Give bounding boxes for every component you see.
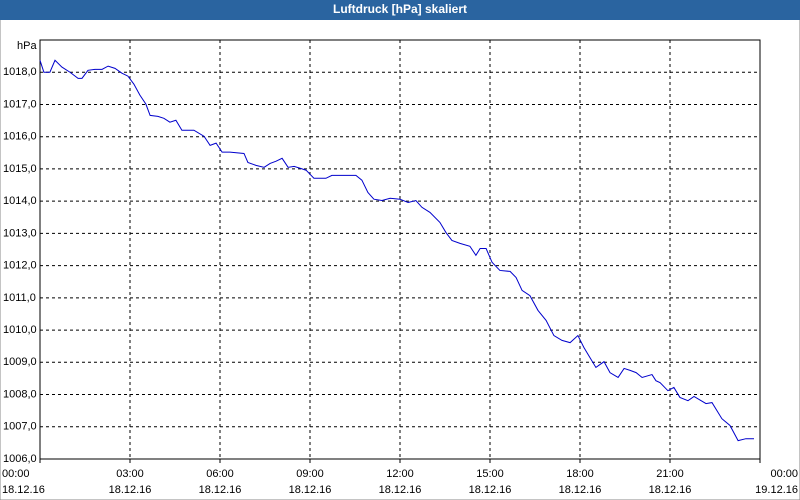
x-tick-date: 18.12.16 (649, 484, 692, 496)
x-tick-label: 21:00 (656, 468, 684, 480)
x-tick-label: 15:00 (476, 468, 504, 480)
x-tick-date: 18.12.16 (2, 484, 45, 496)
y-tick-label: 1013,0 (3, 227, 37, 239)
x-tick-date: 18.12.16 (289, 484, 332, 496)
x-tick-date: 18.12.16 (559, 484, 602, 496)
x-tick-label: 12:00 (386, 468, 414, 480)
plot-border (39, 39, 761, 460)
x-tick-date: 18.12.16 (379, 484, 422, 496)
title-bar (0, 0, 800, 20)
x-tick-date: 18.12.16 (199, 484, 242, 496)
y-tick-label: 1017,0 (3, 98, 37, 110)
x-tick-date: 18.12.16 (109, 484, 152, 496)
x-tick-label: 00:00 (2, 468, 30, 480)
y-axis-label: hPa (17, 40, 37, 52)
y-tick-label: 1014,0 (3, 195, 37, 207)
x-tick-date: 18.12.16 (469, 484, 512, 496)
chart-title: Luftdruck [hPa] skaliert (333, 2, 467, 16)
y-tick-label: 1009,0 (3, 356, 37, 368)
y-tick-label: 1006,0 (3, 453, 37, 465)
y-tick-label: 1012,0 (3, 260, 37, 272)
x-tick-label: 03:00 (116, 468, 144, 480)
y-tick-label: 1008,0 (3, 388, 37, 400)
y-tick-label: 1015,0 (3, 163, 37, 175)
y-tick-label: 1018,0 (3, 66, 37, 78)
x-tick-label: 18:00 (566, 468, 594, 480)
y-tick-label: 1007,0 (3, 421, 37, 433)
x-tick-label: 00:00 (770, 468, 798, 480)
y-tick-label: 1011,0 (3, 292, 36, 304)
x-tick-label: 06:00 (206, 468, 234, 480)
x-tick-label: 09:00 (296, 468, 324, 480)
y-tick-label: 1016,0 (3, 131, 37, 143)
y-tick-label: 1010,0 (3, 324, 37, 336)
x-tick-date: 19.12.16 (755, 484, 798, 496)
data-line (39, 59, 754, 442)
